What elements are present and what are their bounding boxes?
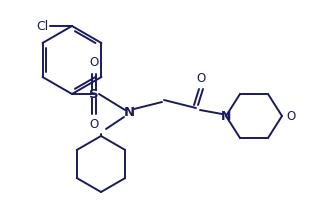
Text: N: N xyxy=(124,106,134,119)
Text: S: S xyxy=(89,88,99,100)
Text: O: O xyxy=(287,110,295,123)
Text: Cl: Cl xyxy=(36,20,48,32)
Text: O: O xyxy=(196,71,206,85)
Text: O: O xyxy=(89,57,99,70)
Text: O: O xyxy=(89,119,99,131)
Text: N: N xyxy=(221,110,231,123)
